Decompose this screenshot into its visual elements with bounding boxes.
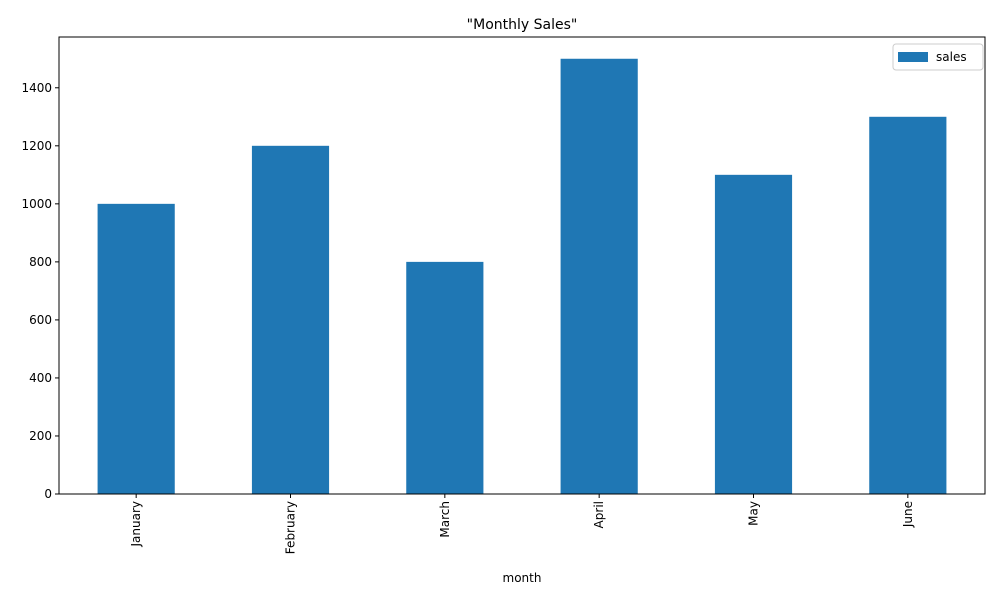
y-tick-label: 200 — [29, 429, 52, 443]
plot-frame — [58, 36, 986, 495]
y-tick-label: 0 — [44, 487, 52, 501]
x-axis-label: month — [503, 571, 542, 585]
y-tick-label: 600 — [29, 313, 52, 327]
x-tick-label: March — [438, 501, 452, 538]
x-tick-label: January — [129, 501, 143, 548]
legend-box — [892, 43, 984, 71]
legend-label: sales — [936, 50, 967, 64]
y-tick-label: 1200 — [21, 139, 52, 153]
chart-title: "Monthly Sales" — [467, 17, 578, 33]
bar-january — [97, 203, 175, 495]
y-tick-label: 1400 — [21, 81, 52, 95]
bar-april — [560, 58, 638, 495]
y-tick-label: 400 — [29, 371, 52, 385]
y-tick-label: 1000 — [21, 197, 52, 211]
y-tick-label: 800 — [29, 255, 52, 269]
bar-may — [714, 174, 793, 495]
bar-march — [406, 261, 484, 494]
x-tick-label: May — [747, 501, 761, 526]
x-tick-label: April — [592, 501, 606, 528]
legend-swatch — [898, 52, 928, 62]
x-tick-label: February — [284, 501, 298, 554]
bar-february — [251, 145, 330, 495]
x-tick-label: June — [901, 501, 915, 528]
axes-layer: 0 200 400 600 800 1000 1200 1400 January February… — [21, 36, 986, 554]
bar-june — [869, 116, 947, 495]
bars-layer — [97, 58, 947, 495]
legend: sales — [892, 43, 984, 71]
